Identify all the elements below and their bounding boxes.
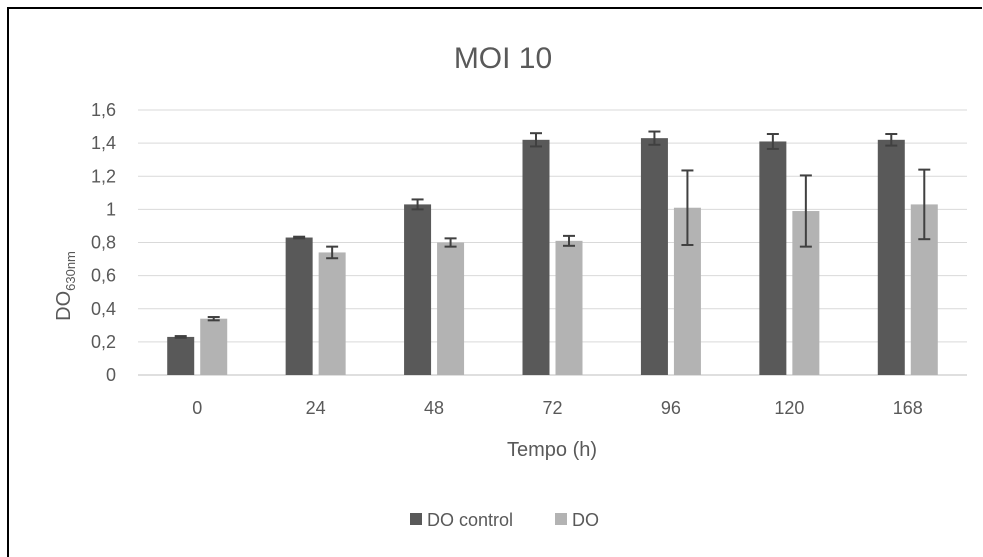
y-tick-label: 0,8 (91, 233, 116, 253)
x-axis-title: Tempo (h) (507, 439, 597, 461)
bar-do (200, 318, 228, 375)
legend-label-do: DO (572, 510, 599, 530)
error-bar (799, 174, 812, 248)
error-bar (681, 169, 694, 246)
chart-title: MOI 10 (454, 42, 552, 75)
error-bar (648, 130, 661, 146)
error-bar (530, 132, 542, 148)
x-tick-label: 120 (774, 398, 804, 418)
y-tick-label: 0,4 (91, 299, 116, 319)
x-tick-labels: 0 24 48 72 96 120 168 (192, 398, 923, 418)
y-tick-label: 1,2 (91, 166, 116, 186)
bar-do-control (404, 204, 432, 375)
bar-do-control (285, 237, 313, 375)
bar-do-control (759, 141, 787, 375)
bar-do (555, 240, 583, 375)
y-tick-label: 1 (106, 199, 116, 219)
y-axis-title: DO630nm (53, 251, 78, 321)
bar-do-control (167, 336, 195, 375)
x-tick-label: 24 (306, 398, 326, 418)
y-tick-label: 1,6 (91, 100, 116, 120)
bar-do (318, 252, 346, 375)
legend-label-do-control: DO control (427, 510, 513, 530)
error-bar (444, 237, 457, 248)
bar-do-control (640, 138, 668, 375)
error-bar (174, 335, 187, 339)
gridlines (138, 109, 967, 376)
x-tick-label: 96 (661, 398, 681, 418)
y-tick-label: 1,4 (91, 133, 116, 153)
error-bar (563, 234, 575, 247)
legend-swatch-do-control (410, 513, 422, 525)
x-tick-label: 168 (893, 398, 923, 418)
error-bar (918, 168, 931, 241)
y-tick-label: 0,6 (91, 266, 116, 286)
chart-frame (7, 7, 982, 557)
y-tick-label: 0,2 (91, 332, 116, 352)
error-bars (174, 130, 931, 339)
error-bar (326, 245, 339, 260)
y-axis-title-main: DO (53, 291, 75, 321)
error-bar (293, 235, 306, 240)
error-bar (411, 198, 424, 211)
legend-swatch-do (555, 513, 567, 525)
bar-do-control (522, 139, 550, 375)
bar-do-control (877, 139, 905, 375)
y-tick-label: 0 (106, 365, 116, 385)
x-tick-label: 48 (424, 398, 444, 418)
y-tick-labels: 0 0,2 0,4 0,6 0,8 1 1,2 1,4 1,6 (91, 100, 116, 385)
error-bar (766, 133, 779, 150)
y-axis-title-sub: 630nm (63, 251, 78, 291)
error-bar (207, 316, 220, 322)
error-bar (885, 133, 898, 147)
bar-do (437, 242, 465, 375)
x-tick-label: 0 (192, 398, 202, 418)
svg-text:DO630nm: DO630nm (53, 251, 78, 321)
bars (167, 138, 938, 375)
x-tick-label: 72 (542, 398, 562, 418)
legend: DO control DO (410, 510, 599, 530)
